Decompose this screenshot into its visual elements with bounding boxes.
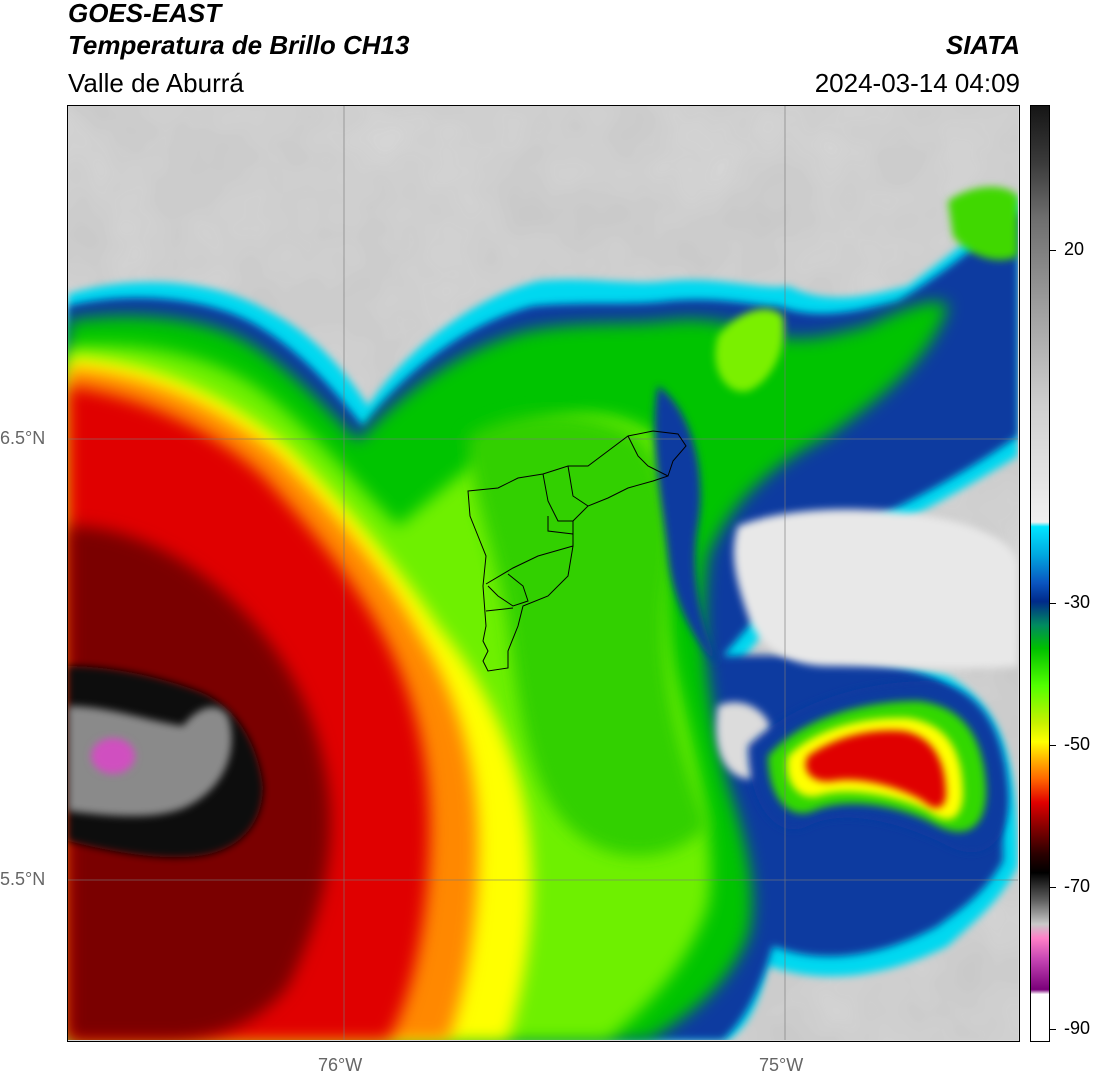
coldest-core-magenta (91, 738, 135, 774)
valley-green-area (468, 413, 708, 856)
product-title: Temperatura de Brillo CH13 (68, 30, 410, 60)
organization-label: SIATA (945, 30, 1020, 60)
colorbar-label-minus30: -30 (1064, 592, 1091, 612)
colorbar-label-minus90: -90 (1064, 1018, 1091, 1038)
satellite-title: GOES-EAST (68, 0, 222, 28)
datetime-label: 2024-03-14 04:09 (814, 68, 1020, 98)
colorbar-label-20: 20 (1064, 239, 1085, 259)
colorbar-label-minus50: -50 (1064, 734, 1091, 754)
lon-label-76: 76°W (318, 1055, 363, 1075)
cold-core-grey (68, 706, 232, 816)
brightness-temperature-map (67, 105, 1020, 1042)
aburra-division-1 (542, 473, 573, 522)
lat-label-6-5: 6.5°N (0, 428, 46, 448)
aburra-division-5 (485, 607, 514, 612)
temperature-colorbar (1030, 105, 1050, 1042)
map-canvas (68, 106, 1018, 1040)
colorbar-tick (1050, 887, 1056, 888)
blue-band-east (654, 386, 718, 666)
se-cell-red (805, 730, 946, 808)
green-patch-ne (715, 308, 784, 392)
colorbar-tick (1050, 603, 1056, 604)
colorbar-tick (1050, 1029, 1056, 1030)
aburra-division-7 (547, 516, 574, 535)
lon-label-75: 75°W (759, 1055, 804, 1075)
warm-hole-east (733, 509, 1018, 669)
colorbar-tick (1050, 250, 1056, 251)
aburra-valley-boundaries (467, 430, 687, 672)
graticule (68, 106, 1018, 1040)
colorbar-label-minus70: -70 (1064, 876, 1091, 896)
lat-label-5-5: 5.5°N (0, 869, 46, 889)
colorbar-tick (1050, 745, 1056, 746)
aburra-division-6 (627, 435, 669, 477)
region-subtitle: Valle de Aburrá (68, 68, 244, 98)
aburra-division-3 (485, 545, 574, 585)
aburra-division-2 (567, 465, 589, 507)
aburra-division-4 (487, 573, 529, 607)
green-patch-far-ne (948, 186, 1018, 260)
